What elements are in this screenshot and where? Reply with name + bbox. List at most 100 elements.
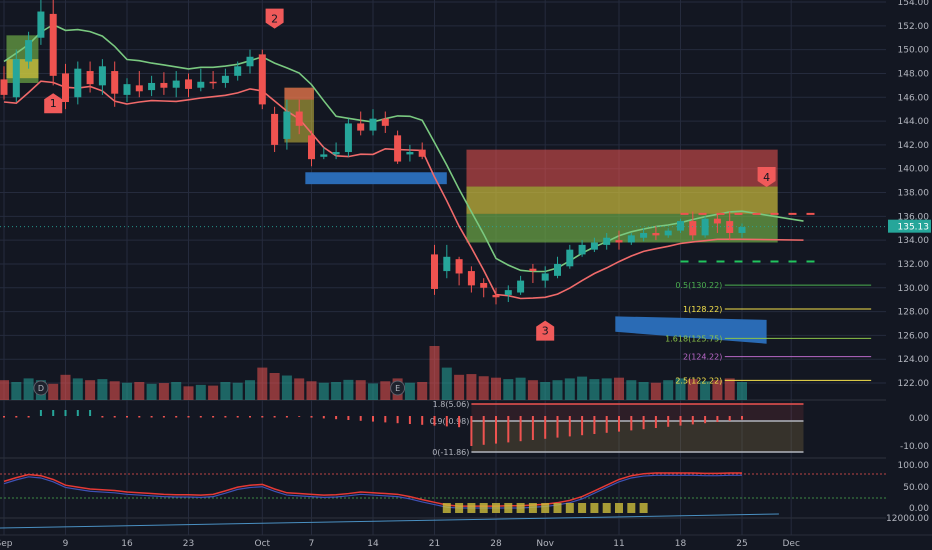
candle-body <box>443 256 451 272</box>
candles[interactable] <box>0 0 746 305</box>
price-tick: 128.00 <box>898 308 930 318</box>
candle-body <box>148 82 156 91</box>
marker-shape <box>536 320 555 341</box>
volume-bar <box>146 383 157 400</box>
volume-bar <box>564 378 575 400</box>
volume-bar <box>232 382 243 400</box>
osc-bar <box>593 416 596 434</box>
date-tick: Nov <box>536 539 554 549</box>
volume-bar <box>737 382 747 400</box>
oversold-block <box>565 503 574 513</box>
early-yellow-zone <box>6 59 39 79</box>
price-axis[interactable]: 154.00 152.00 150.00 148.00 146.00 144.00 142.… <box>886 0 932 550</box>
candle-body <box>394 135 402 162</box>
volume-bar <box>331 382 342 400</box>
volume-bar <box>724 378 735 400</box>
rsi-tick: 0.00 <box>909 504 929 514</box>
candle-body <box>160 82 168 88</box>
date-tick: 16 <box>121 539 133 549</box>
candle-body <box>234 66 242 76</box>
fib-label: 2.5(122.22) <box>675 376 722 385</box>
candle-body <box>418 149 426 157</box>
marker-shape <box>44 93 63 114</box>
candle-body <box>467 271 475 286</box>
date-tick: 25 <box>736 539 747 549</box>
osc-bar <box>3 416 5 418</box>
osc-bar <box>101 416 104 418</box>
price-tick: 136.00 <box>898 212 930 222</box>
volume-bar <box>441 367 452 400</box>
volume-bar <box>614 377 624 400</box>
candle-body <box>258 54 266 105</box>
osc-bar <box>76 410 79 416</box>
osc-bar <box>605 416 608 433</box>
volume-bar <box>11 382 22 400</box>
osc-bar <box>138 416 141 418</box>
candle-body <box>431 254 438 289</box>
blue-target-box-2 <box>615 316 767 344</box>
red-ma-line <box>3 80 804 300</box>
price-tick: 152.00 <box>898 22 930 32</box>
candle-body <box>406 152 414 155</box>
volume-bar <box>171 382 182 400</box>
candle-body <box>713 218 721 224</box>
rsi-tick: 50.00 <box>903 483 929 493</box>
oversold-block <box>442 503 451 513</box>
volume-bar <box>48 383 59 400</box>
osc-bar <box>175 416 178 418</box>
volume-bar <box>675 378 686 400</box>
blue-target-box <box>305 172 447 185</box>
osc-bar <box>654 416 657 428</box>
oversold-block <box>578 503 587 513</box>
wave-marker: 3 <box>536 320 555 341</box>
volume-bar <box>109 381 120 400</box>
time-axis[interactable]: Sep 9 16 23 Oct 7 14 21 28 Nov 11 18 25 Dec <box>0 534 932 549</box>
osc-bar <box>728 416 731 421</box>
osc-bar <box>347 416 350 420</box>
osc-bar <box>618 416 620 432</box>
osc-bar <box>667 416 670 427</box>
date-tick: 21 <box>429 539 440 549</box>
volume-bar <box>23 378 34 400</box>
volume-bar <box>663 380 674 400</box>
axis-bg <box>886 0 932 550</box>
volume-bar <box>491 377 501 400</box>
candle-body <box>689 221 697 236</box>
date-tick: Sep <box>0 539 13 549</box>
volume-bar <box>97 379 108 400</box>
wave-markers: 1 2 3 4 D E <box>33 8 776 396</box>
osc-bar <box>15 416 18 418</box>
candle-body <box>615 240 623 243</box>
rsi-signal-line <box>3 474 742 509</box>
oversold-block <box>615 503 623 513</box>
volume-bar <box>343 379 354 400</box>
price-tick: 144.00 <box>898 117 930 127</box>
oversold-block <box>639 503 648 513</box>
red-zone <box>466 149 778 187</box>
candle-body <box>357 123 365 131</box>
oversold-block <box>590 503 599 513</box>
yellow-zone <box>466 186 778 214</box>
candle-body <box>25 40 33 62</box>
candle-body <box>246 56 254 67</box>
candle-body <box>504 290 512 295</box>
osc-level-label: 1.8(5.06) <box>433 400 470 409</box>
price-tick: 140.00 <box>898 165 930 175</box>
candle-body <box>332 152 340 155</box>
candle-body <box>185 79 192 89</box>
candle-body <box>369 118 377 131</box>
volume-bar <box>503 379 514 400</box>
price-tick: 138.00 <box>898 189 930 199</box>
oversold-block <box>455 503 464 513</box>
osc-bar <box>519 416 522 442</box>
osc-bar <box>384 416 387 423</box>
volume-bar <box>429 346 440 400</box>
osc-bar <box>741 416 743 420</box>
candle-body <box>111 71 119 94</box>
last-price-label: 135.13 <box>898 223 930 233</box>
projection-zones <box>6 35 778 344</box>
marker-label: 3 <box>542 325 549 338</box>
marker-label: 1 <box>50 97 57 110</box>
osc-bar <box>224 416 227 418</box>
